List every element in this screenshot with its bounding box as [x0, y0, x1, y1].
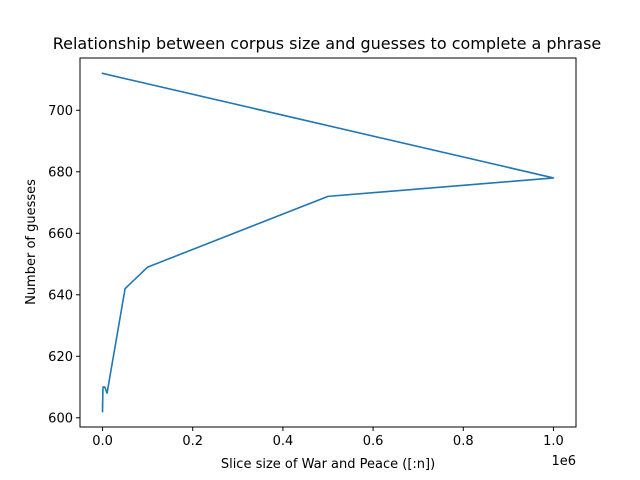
y-tick-label: 660	[48, 227, 73, 242]
x-tick-label: 0.2	[182, 434, 203, 449]
x-tick-label: 0.4	[273, 434, 294, 449]
y-tick-label: 620	[48, 350, 73, 365]
x-tick-label: 0.8	[453, 434, 474, 449]
x-axis-ticks: 0.0 0.2 0.4 0.6 0.8 1.0	[92, 427, 564, 449]
chart-title: Relationship between corpus size and gue…	[53, 34, 602, 53]
y-tick-label: 700	[48, 104, 73, 119]
series-line	[101, 72, 555, 413]
y-axis-ticks: 600 620 640 660 680 700	[48, 104, 80, 426]
plot-frame	[79, 57, 577, 428]
y-axis-label: Number of guesses	[24, 179, 39, 305]
y-tick-label: 600	[48, 411, 73, 426]
x-tick-label: 0.0	[92, 434, 113, 449]
x-axis-label: Slice size of War and Peace ([:n])	[221, 457, 435, 472]
x-tick-label: 1.0	[543, 434, 564, 449]
y-tick-label: 640	[48, 288, 73, 303]
y-tick-label: 680	[48, 165, 73, 180]
series-layer	[101, 72, 555, 413]
x-tick-label: 0.6	[363, 434, 384, 449]
x-axis-offset-label: 1e6	[551, 454, 576, 469]
